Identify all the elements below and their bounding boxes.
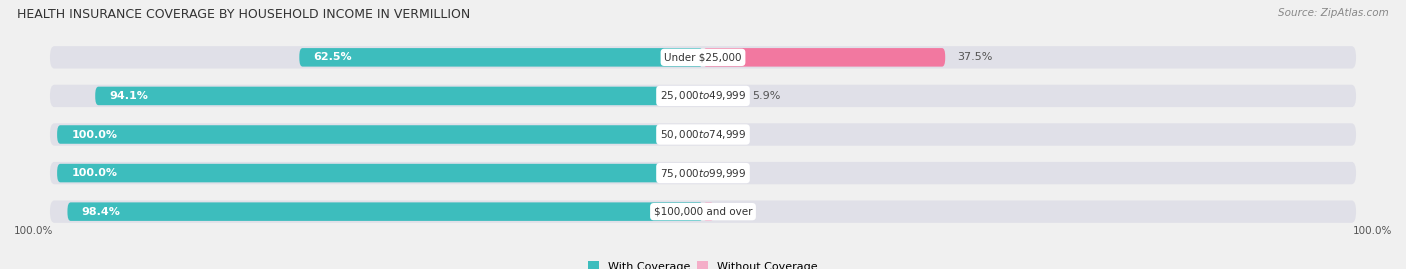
Text: 100.0%: 100.0% [72,168,118,178]
FancyBboxPatch shape [51,46,1355,69]
FancyBboxPatch shape [703,87,741,105]
Legend: With Coverage, Without Coverage: With Coverage, Without Coverage [583,257,823,269]
FancyBboxPatch shape [703,202,714,221]
Text: 62.5%: 62.5% [314,52,353,62]
Text: 98.4%: 98.4% [82,207,121,217]
Text: 0.0%: 0.0% [714,168,742,178]
FancyBboxPatch shape [58,164,703,182]
Text: 100.0%: 100.0% [1353,226,1392,236]
Text: 37.5%: 37.5% [956,52,993,62]
FancyBboxPatch shape [51,162,1355,184]
FancyBboxPatch shape [51,85,1355,107]
Text: $25,000 to $49,999: $25,000 to $49,999 [659,89,747,102]
Text: $50,000 to $74,999: $50,000 to $74,999 [659,128,747,141]
Text: $75,000 to $99,999: $75,000 to $99,999 [659,167,747,180]
FancyBboxPatch shape [299,48,703,67]
Text: 1.7%: 1.7% [725,207,754,217]
Text: 100.0%: 100.0% [72,129,118,140]
Text: HEALTH INSURANCE COVERAGE BY HOUSEHOLD INCOME IN VERMILLION: HEALTH INSURANCE COVERAGE BY HOUSEHOLD I… [17,8,470,21]
Text: 94.1%: 94.1% [110,91,149,101]
FancyBboxPatch shape [51,200,1355,223]
FancyBboxPatch shape [51,123,1355,146]
FancyBboxPatch shape [703,48,945,67]
FancyBboxPatch shape [96,87,703,105]
Text: 5.9%: 5.9% [752,91,780,101]
Text: Source: ZipAtlas.com: Source: ZipAtlas.com [1278,8,1389,18]
FancyBboxPatch shape [67,202,703,221]
Text: 100.0%: 100.0% [14,226,53,236]
Text: $100,000 and over: $100,000 and over [654,207,752,217]
FancyBboxPatch shape [58,125,703,144]
Text: Under $25,000: Under $25,000 [664,52,742,62]
Text: 0.0%: 0.0% [714,129,742,140]
